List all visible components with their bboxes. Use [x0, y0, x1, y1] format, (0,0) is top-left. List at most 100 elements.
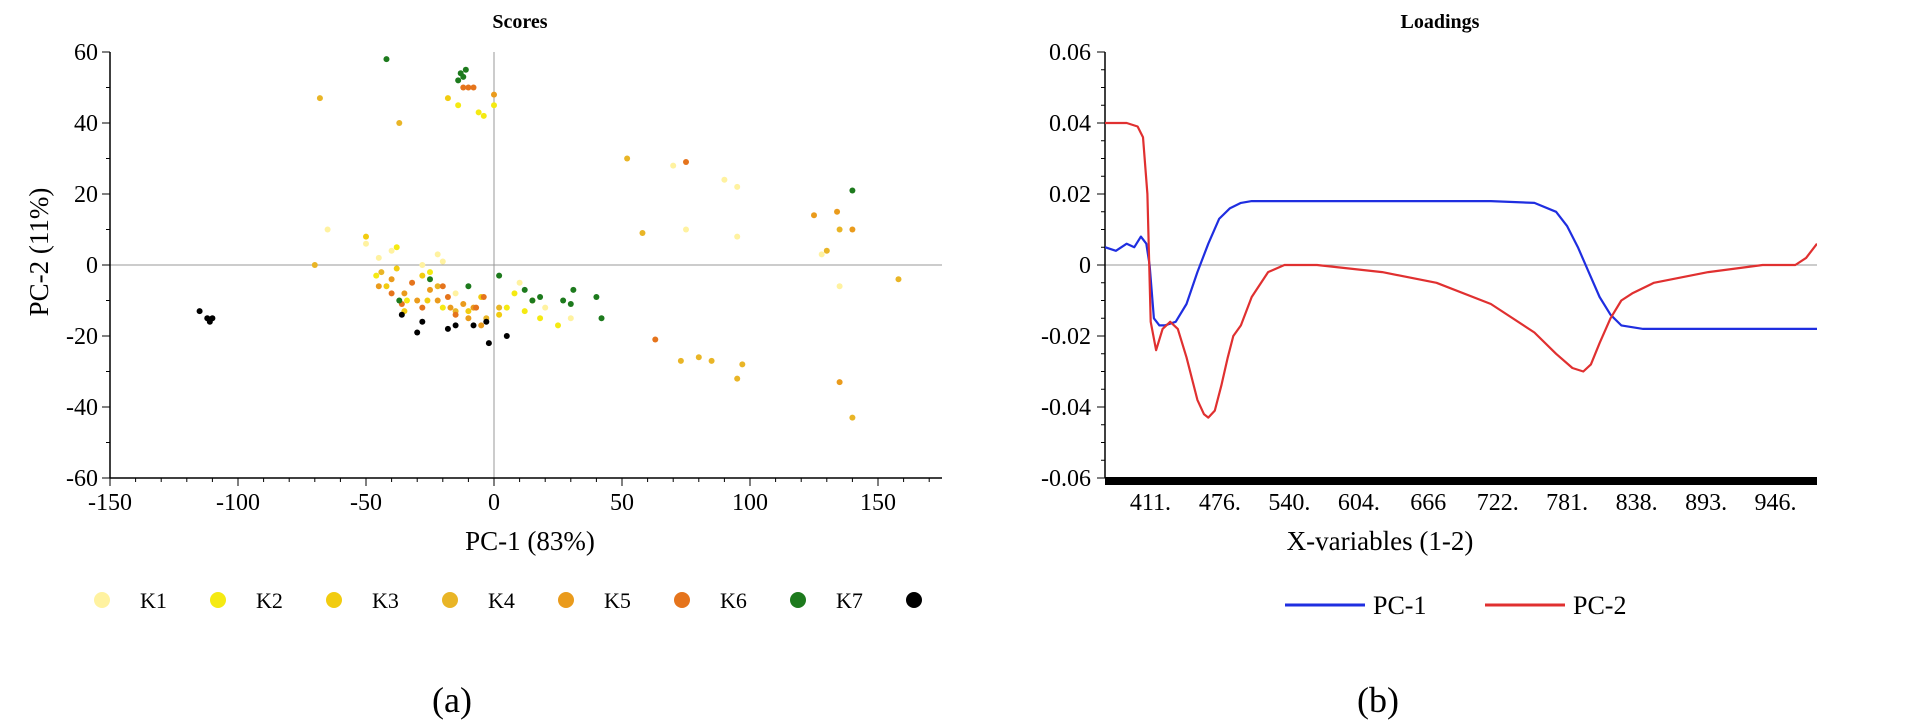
scores-point-k7	[849, 187, 856, 194]
scores-point-k7	[560, 297, 567, 304]
scores-point-k7	[496, 272, 503, 279]
scores-point-k1	[818, 251, 825, 258]
scores-point-k7	[465, 283, 472, 290]
scores-point-k3	[424, 297, 431, 304]
scores-point-k5	[478, 322, 485, 329]
scores-y-tick-label: 60	[74, 40, 98, 66]
loadings-caption: (b)	[1357, 680, 1399, 720]
loadings-legend-label-pc-1: PC-1	[1373, 591, 1426, 620]
loadings-y-tick-label: -0.04	[1041, 395, 1091, 421]
scores-point-k5	[834, 208, 841, 215]
scores-point-k6	[460, 84, 467, 91]
scores-point-k1	[734, 183, 741, 190]
scores-point-k1	[388, 247, 395, 254]
scores-point-k6	[388, 290, 395, 297]
scores-point-k2	[427, 269, 433, 276]
scores-legend-label-k7: K7	[836, 588, 863, 613]
scores-point-k4	[695, 354, 702, 361]
scores-point-k2	[455, 102, 462, 109]
scores-point-k8	[483, 318, 490, 325]
scores-point-k1	[542, 304, 549, 311]
scores-x-tick-label: -100	[216, 490, 260, 516]
scores-point-k1	[363, 240, 369, 247]
scores-point-k4	[823, 247, 830, 254]
scores-y-tick-label: -60	[66, 466, 98, 492]
loadings-y-tick-label: -0.02	[1041, 324, 1091, 350]
scores-point-k4	[639, 230, 646, 237]
scores-point-k1	[324, 226, 331, 233]
scores-point-k2	[491, 102, 497, 109]
scores-point-k5	[375, 283, 382, 290]
scores-point-k7	[462, 66, 469, 73]
scores-point-k4	[434, 283, 441, 290]
scores-point-k1	[721, 176, 728, 183]
scores-x-tick-label: 50	[610, 490, 634, 516]
loadings-x-tick-label: 838.	[1616, 490, 1658, 516]
scores-point-k4	[734, 375, 741, 382]
scores-point-k5	[811, 212, 817, 219]
scores-x-tick-label: 0	[488, 490, 500, 516]
scores-point-k5	[434, 297, 441, 304]
scores-legend-label-k5: K5	[604, 588, 631, 613]
scores-x-tick-label: -50	[350, 490, 382, 516]
loadings-y-tick-label: 0.02	[1049, 182, 1091, 208]
loadings-x-tick-label: 781.	[1546, 490, 1588, 516]
scores-point-k3	[419, 272, 426, 279]
scores-point-k1	[567, 315, 574, 322]
scores-point-k5	[401, 290, 408, 297]
scores-point-k6	[683, 159, 689, 166]
scores-legend-marker-k4	[442, 592, 458, 608]
scores-y-axis-label: PC-2 (11%)	[24, 188, 54, 317]
scores-point-k1	[439, 258, 446, 265]
scores-legend-label-k6: K6	[720, 588, 747, 613]
scores-point-k1	[516, 279, 523, 286]
scores-point-k6	[439, 283, 446, 290]
scores-point-k4	[311, 262, 318, 268]
scores-point-k7	[567, 301, 574, 308]
scores-point-k2	[555, 322, 561, 329]
loadings-legend-label-pc-2: PC-2	[1573, 591, 1626, 620]
scores-point-k6	[652, 336, 659, 343]
scores-x-tick-label: -150	[88, 490, 132, 516]
scores-x-tick-label: 100	[732, 490, 768, 516]
scores-y-tick-label: -20	[66, 324, 98, 350]
scores-point-k7	[598, 315, 605, 322]
scores-point-k8	[398, 311, 405, 318]
scores-point-k1	[419, 262, 426, 268]
scores-point-k5	[836, 379, 843, 386]
scores-point-k7	[460, 73, 467, 80]
scores-point-k7	[570, 286, 577, 293]
scores-legend-marker-k1	[94, 592, 110, 608]
scores-point-k1	[375, 254, 382, 261]
loadings-y-tick-label: -0.06	[1041, 466, 1091, 492]
loadings-x-tick-label: 893.	[1685, 490, 1727, 516]
scores-plot-area: 60 40 20 0 -20 -40 -60-150 -100 -50 0 50 100 150	[66, 40, 942, 516]
scores-point-k5	[491, 91, 497, 98]
scores-point-k3	[393, 265, 400, 272]
scores-point-k6	[473, 304, 480, 311]
scores-legend-label-k4: K4	[488, 588, 515, 613]
scores-point-k4	[836, 226, 843, 233]
scores-point-k4	[396, 120, 403, 126]
scores-point-k5	[465, 315, 472, 322]
scores-point-k8	[444, 325, 451, 332]
loadings-x-axis-band	[1105, 477, 1817, 485]
loadings-x-tick-label: 476.	[1199, 490, 1241, 516]
scores-point-k7	[427, 276, 433, 283]
scores-point-k2	[393, 244, 400, 251]
scores-point-k8	[503, 333, 510, 339]
scores-point-k5	[427, 286, 433, 293]
loadings-x-tick-label: 411.	[1130, 490, 1171, 516]
scores-title: Scores	[492, 11, 547, 33]
scores-point-k2	[403, 297, 410, 304]
scores-point-k5	[388, 276, 395, 283]
scores-point-k5	[460, 301, 467, 308]
scores-point-k6	[452, 311, 459, 318]
scores-point-k5	[414, 297, 421, 304]
scores-y-tick-label: 0	[86, 253, 98, 279]
loadings-y-tick-label: 0.04	[1049, 111, 1091, 137]
scores-point-k8	[196, 308, 203, 315]
loadings-x-tick-label: 722.	[1477, 490, 1519, 516]
scores-point-k2	[503, 304, 510, 311]
